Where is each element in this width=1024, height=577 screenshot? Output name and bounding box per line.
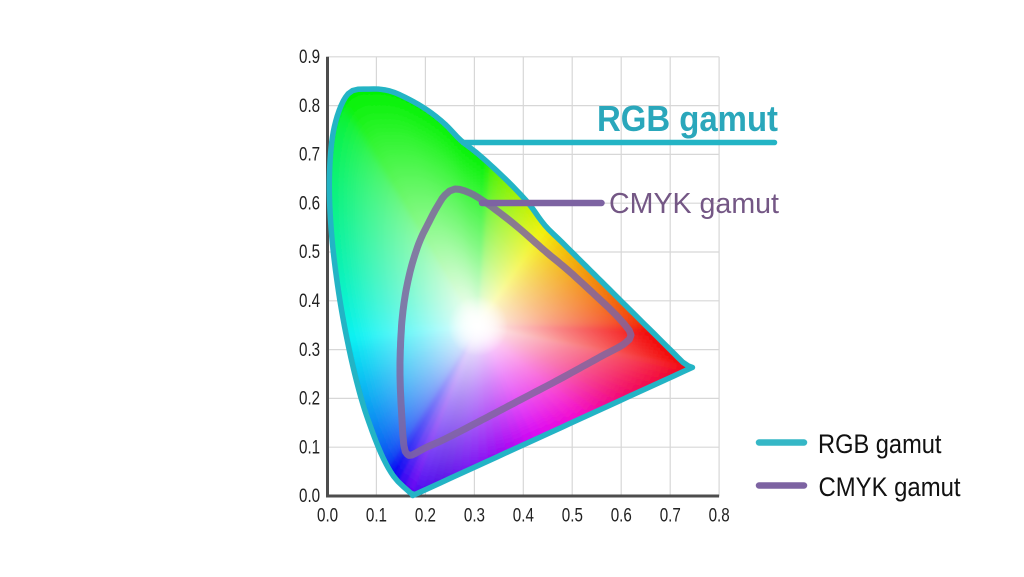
- svg-text:0.7: 0.7: [299, 145, 320, 166]
- svg-text:0.8: 0.8: [709, 506, 730, 527]
- svg-text:0.6: 0.6: [611, 506, 632, 527]
- svg-text:RGB gamut: RGB gamut: [818, 429, 942, 459]
- svg-text:0.0: 0.0: [317, 506, 338, 527]
- svg-text:0.1: 0.1: [366, 506, 387, 527]
- svg-text:0.9: 0.9: [299, 47, 320, 68]
- svg-text:0.7: 0.7: [660, 506, 681, 527]
- svg-text:0.2: 0.2: [299, 389, 320, 410]
- svg-text:0.4: 0.4: [513, 506, 534, 527]
- svg-text:0.3: 0.3: [299, 340, 320, 361]
- svg-text:0.8: 0.8: [299, 96, 320, 117]
- svg-text:0.6: 0.6: [299, 193, 320, 214]
- svg-text:0.3: 0.3: [464, 506, 485, 527]
- svg-text:CMYK gamut: CMYK gamut: [609, 188, 779, 220]
- svg-text:0.4: 0.4: [299, 291, 320, 312]
- svg-text:0.5: 0.5: [562, 506, 583, 527]
- svg-text:0.1: 0.1: [299, 437, 320, 458]
- svg-text:0.2: 0.2: [415, 506, 436, 527]
- svg-text:CMYK gamut: CMYK gamut: [819, 472, 962, 502]
- svg-text:0.0: 0.0: [299, 486, 320, 507]
- svg-text:0.5: 0.5: [299, 242, 320, 263]
- svg-text:RGB gamut: RGB gamut: [597, 98, 778, 139]
